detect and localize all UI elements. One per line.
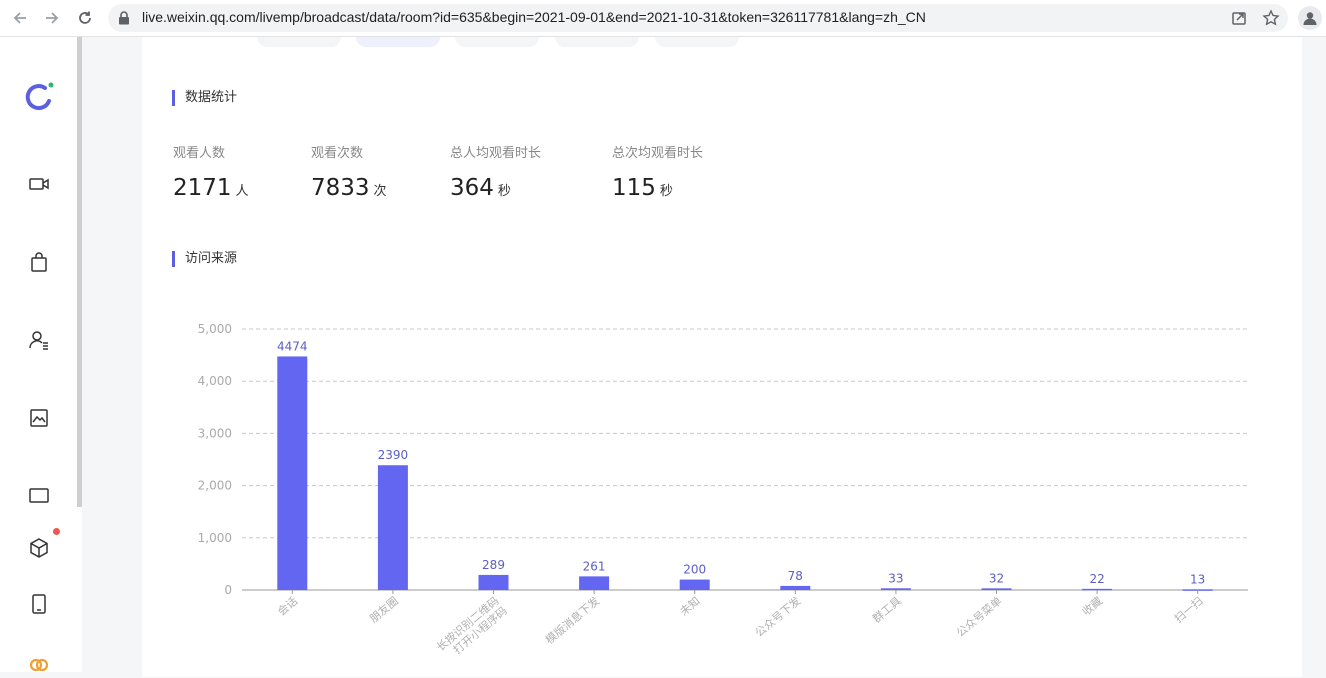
- x-tick-label-text: 模版消息下发: [542, 594, 602, 647]
- lock-icon: [119, 11, 129, 25]
- user-list-icon[interactable]: [24, 325, 54, 355]
- sidebar: [0, 37, 82, 672]
- stat-value: 115: [612, 175, 656, 201]
- x-tick-label: 模版消息下发: [542, 594, 602, 647]
- bar-value-label: 32: [989, 571, 1004, 585]
- main-card: 数据统计 观看人数 2171 人 观看次数 7833 次 总人均观看时长 364 秒 …: [142, 37, 1302, 677]
- forward-icon[interactable]: [40, 6, 64, 30]
- x-tick-label: 公众号菜单: [954, 594, 1004, 639]
- x-tick-label-text: 未知: [677, 594, 703, 619]
- browser-toolbar: live.weixin.qq.com/livemp/broadcast/data…: [0, 0, 1326, 37]
- bar: [579, 576, 610, 590]
- stat-label: 总人均观看时长: [450, 146, 542, 161]
- bar: [880, 588, 911, 590]
- source-section-title: 访问来源: [172, 251, 237, 267]
- y-tick-label: 0: [224, 583, 232, 597]
- x-tick-label-text: 公众号下发: [752, 594, 803, 640]
- shopping-bag-icon[interactable]: [24, 247, 54, 277]
- x-tick-label-text: 朋友圈: [367, 594, 401, 626]
- bar-value-label: 261: [583, 559, 606, 573]
- message-icon[interactable]: [24, 481, 54, 511]
- y-tick-label: 3,000: [198, 426, 232, 440]
- x-tick-label: 朋友圈: [367, 594, 401, 626]
- source-bar-chart: 0 1,000 2,000 3,000 4,000 5,000 4474 会话 2390 朋友圈 2…: [198, 322, 1248, 657]
- bar: [1082, 588, 1113, 591]
- mobile-icon[interactable]: [24, 589, 54, 619]
- bar-value-label: 33: [888, 571, 903, 585]
- address-bar[interactable]: live.weixin.qq.com/livemp/broadcast/data…: [108, 4, 1288, 32]
- bar: [981, 588, 1012, 590]
- url-text[interactable]: live.weixin.qq.com/livemp/broadcast/data…: [142, 9, 926, 25]
- video-camera-icon[interactable]: [24, 169, 54, 199]
- x-tick-label-text: 公众号菜单: [954, 594, 1004, 639]
- bar: [377, 465, 408, 590]
- x-tick-label: 未知: [677, 594, 703, 619]
- bar-value-label: 200: [683, 563, 706, 577]
- y-tick-label: 1,000: [198, 531, 232, 545]
- x-tick-label: 群工具: [870, 594, 904, 626]
- y-tick-label: 4,000: [198, 374, 232, 388]
- stat-value: 2171: [173, 175, 232, 201]
- stat-value: 7833: [311, 175, 370, 201]
- stat-unit: 次: [373, 184, 387, 199]
- y-tick-label: 5,000: [198, 322, 232, 336]
- bar-value-label: 13: [1190, 572, 1205, 586]
- orange-loop-icon[interactable]: [24, 648, 54, 678]
- x-tick-label: 会话: [275, 594, 300, 618]
- x-tick-label: 扫一扫: [1172, 594, 1206, 625]
- profile-icon[interactable]: [1298, 6, 1322, 30]
- stat-label: 观看人数: [173, 146, 226, 161]
- bar: [679, 579, 710, 590]
- bar: [277, 356, 308, 590]
- stat-unit: 人: [235, 184, 249, 199]
- stat-value: 364: [450, 175, 494, 201]
- bar-value-label: 4474: [277, 339, 308, 353]
- brand-logo-icon[interactable]: [22, 79, 58, 115]
- x-tick-label-text: 会话: [275, 594, 300, 618]
- stat-label: 观看次数: [311, 146, 364, 161]
- bar-value-label: 289: [482, 558, 505, 572]
- filter-tab[interactable]: [257, 37, 341, 47]
- filter-tab[interactable]: [455, 37, 539, 47]
- cube-icon[interactable]: [24, 533, 54, 563]
- notification-badge: [53, 528, 60, 535]
- filter-tab-active[interactable]: [356, 37, 440, 47]
- x-tick-label-text: 群工具: [870, 594, 904, 626]
- stat-unit: 秒: [497, 184, 511, 199]
- stat-unit: 秒: [659, 184, 673, 199]
- x-tick-label-text: 收藏: [1079, 594, 1105, 619]
- bar: [478, 574, 509, 590]
- bar: [780, 585, 811, 590]
- x-tick-label: 收藏: [1079, 594, 1105, 619]
- stat-avg-per-view: 总次均观看时长 115 秒: [612, 142, 703, 201]
- stat-avg-per-user: 总人均观看时长 364 秒: [450, 142, 541, 201]
- bar-value-label: 22: [1089, 572, 1104, 586]
- y-tick-label: 2,000: [198, 479, 232, 493]
- stat-viewers: 观看人数 2171 人: [173, 142, 249, 201]
- stat-label: 总次均观看时长: [612, 146, 704, 161]
- chart-image-icon[interactable]: [24, 403, 54, 433]
- back-icon[interactable]: [8, 6, 32, 30]
- bar-value-label: 2390: [378, 448, 409, 462]
- x-tick-label: 公众号下发: [752, 594, 803, 640]
- sidebar-scrollbar[interactable]: [77, 37, 82, 507]
- bar-value-label: 78: [788, 569, 803, 583]
- stats-section-title: 数据统计: [172, 90, 237, 106]
- reload-icon[interactable]: [73, 6, 97, 30]
- share-icon[interactable]: [1230, 9, 1248, 27]
- filter-tab[interactable]: [555, 37, 639, 47]
- bookmark-star-icon[interactable]: [1262, 9, 1280, 27]
- x-tick-label-text: 扫一扫: [1172, 594, 1206, 625]
- stat-views: 观看次数 7833 次: [311, 142, 387, 201]
- filter-tab[interactable]: [655, 37, 739, 47]
